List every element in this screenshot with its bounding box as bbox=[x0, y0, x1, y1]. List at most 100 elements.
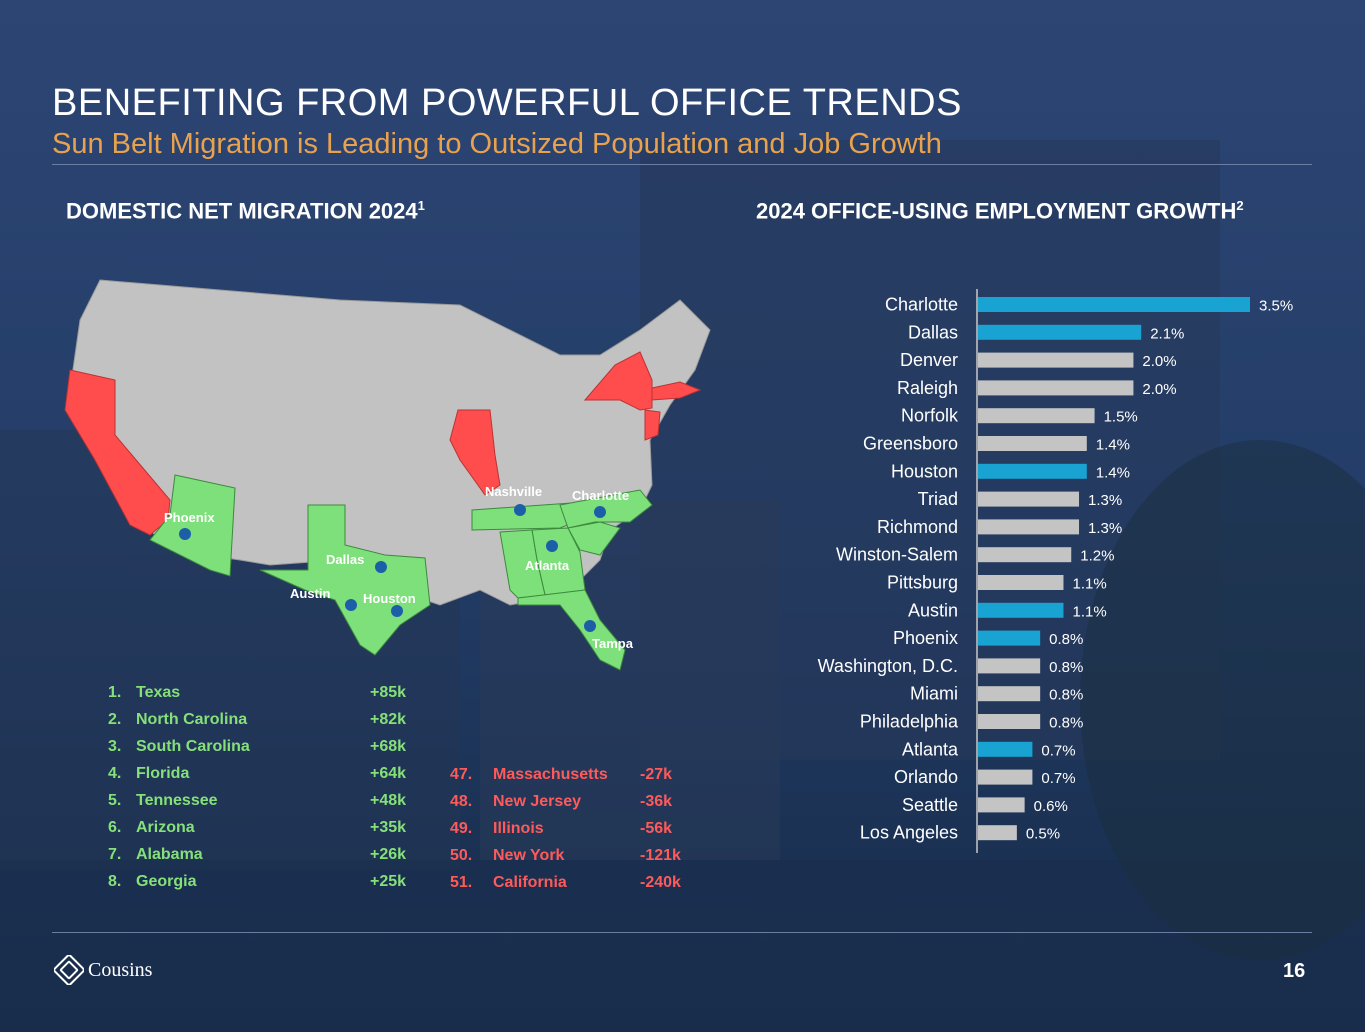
bar-pittsburg bbox=[978, 575, 1064, 590]
city-marker-icon bbox=[594, 506, 606, 518]
bar-seattle bbox=[978, 797, 1025, 813]
map-city-atlanta: Atlanta bbox=[525, 540, 570, 573]
map-state-california bbox=[64, 369, 171, 536]
page-title: BENEFITING FROM POWERFUL OFFICE TRENDS bbox=[52, 82, 962, 124]
city-label-nashville: Nashville bbox=[485, 484, 542, 499]
city-label-phoenix: Phoenix bbox=[164, 510, 215, 525]
bar-value-label: 1.4% bbox=[1096, 437, 1130, 454]
page-subtitle: Sun Belt Migration is Leading to Outsize… bbox=[52, 128, 942, 160]
bar-los-angeles bbox=[978, 825, 1017, 841]
bar-category-label: Winston-Salem bbox=[836, 545, 958, 565]
cousins-logo-icon bbox=[54, 955, 84, 985]
gainer-value: +82k bbox=[370, 711, 407, 728]
bar-category-label: Miami bbox=[910, 684, 958, 704]
map-city-nashville: Nashville bbox=[485, 484, 542, 516]
gainer-state: Georgia bbox=[136, 873, 197, 890]
gainer-rank: 8. bbox=[108, 873, 122, 890]
city-label-houston: Houston bbox=[363, 591, 416, 606]
bar-category-label: Phoenix bbox=[893, 628, 958, 648]
footer-divider bbox=[52, 932, 1312, 933]
bar-category-label: Houston bbox=[891, 461, 958, 481]
gainer-value: +68k bbox=[370, 738, 407, 755]
map-state-new-jersey bbox=[644, 409, 661, 441]
bar-value-label: 0.8% bbox=[1049, 659, 1083, 676]
gainer-rank: 4. bbox=[108, 765, 122, 782]
map-city-dallas: Dallas bbox=[326, 552, 387, 573]
bar-washington-d-c- bbox=[978, 658, 1041, 674]
bar-value-label: 1.1% bbox=[1072, 603, 1106, 620]
bar-norfolk bbox=[978, 408, 1095, 424]
gainer-rank: 3. bbox=[108, 738, 122, 755]
bar-greensboro bbox=[978, 436, 1087, 451]
employment-growth-bar-chart: Charlotte 3.5% Dallas 2.1% Denver 2.0% Raleigh… bbox=[818, 289, 1293, 853]
city-label-dallas: Dallas bbox=[326, 552, 364, 567]
bar-austin bbox=[978, 602, 1064, 618]
loser-state: New York bbox=[493, 847, 565, 864]
bar-category-label: Norfolk bbox=[901, 406, 959, 426]
city-label-austin: Austin bbox=[290, 586, 331, 601]
gainer-state: Texas bbox=[136, 684, 181, 701]
bar-category-label: Dallas bbox=[908, 322, 958, 342]
header-divider bbox=[52, 164, 1312, 165]
gainer-value: +26k bbox=[370, 846, 407, 863]
map-state-florida bbox=[517, 589, 626, 671]
gainer-rank: 6. bbox=[108, 819, 122, 836]
bar-value-label: 0.8% bbox=[1049, 631, 1083, 648]
bar-value-label: 3.5% bbox=[1259, 298, 1293, 315]
map-city-austin: Austin bbox=[290, 586, 357, 611]
gainer-state: North Carolina bbox=[136, 711, 248, 728]
employment-section-title: 2024 OFFICE-USING EMPLOYMENT GROWTH2 bbox=[756, 198, 1244, 224]
bar-category-label: Seattle bbox=[902, 795, 958, 815]
gainer-state: Alabama bbox=[136, 846, 203, 863]
gainer-state: Arizona bbox=[136, 819, 195, 836]
bar-houston bbox=[978, 463, 1087, 479]
bar-value-label: 1.3% bbox=[1088, 492, 1122, 509]
footnote-marker-1: 1 bbox=[417, 198, 425, 213]
bar-value-label: 0.8% bbox=[1049, 715, 1083, 732]
bar-category-label: Philadelphia bbox=[860, 712, 959, 732]
bar-value-label: 2.0% bbox=[1142, 381, 1176, 398]
bar-category-label: Austin bbox=[908, 600, 958, 620]
bar-winston-salem bbox=[978, 547, 1072, 563]
bar-category-label: Pittsburg bbox=[887, 573, 958, 593]
loser-rank: 47. bbox=[450, 766, 473, 783]
gainer-rank: 5. bbox=[108, 792, 122, 809]
company-logo: Cousins bbox=[54, 955, 152, 985]
loser-state: California bbox=[493, 874, 567, 891]
bar-denver bbox=[978, 352, 1134, 368]
footnote-marker-2: 2 bbox=[1236, 198, 1244, 213]
city-marker-icon bbox=[375, 561, 387, 573]
loser-rank: 49. bbox=[450, 820, 473, 837]
bar-value-label: 1.5% bbox=[1104, 409, 1138, 426]
gainer-rank: 1. bbox=[108, 684, 122, 701]
map-state-arizona bbox=[149, 474, 236, 577]
migration-section-title: DOMESTIC NET MIGRATION 20241 bbox=[66, 198, 425, 224]
gainer-rank: 2. bbox=[108, 711, 122, 728]
bar-category-label: Charlotte bbox=[885, 295, 958, 315]
loser-rank: 48. bbox=[450, 793, 473, 810]
page-number: 16 bbox=[1283, 960, 1306, 982]
gainer-state: Tennessee bbox=[136, 792, 218, 809]
bar-value-label: 0.6% bbox=[1034, 798, 1068, 815]
bar-value-label: 0.8% bbox=[1049, 687, 1083, 704]
bar-triad bbox=[978, 491, 1080, 507]
bar-category-label: Orlando bbox=[894, 767, 958, 787]
bar-value-label: 2.1% bbox=[1150, 325, 1184, 342]
city-marker-icon bbox=[514, 504, 526, 516]
bar-miami bbox=[978, 686, 1041, 702]
gainer-value: +25k bbox=[370, 873, 407, 890]
bar-value-label: 2.0% bbox=[1142, 353, 1176, 370]
map-state-massachusetts bbox=[651, 381, 702, 401]
city-label-atlanta: Atlanta bbox=[525, 558, 570, 573]
loser-state: Massachusetts bbox=[493, 766, 608, 783]
city-label-charlotte: Charlotte bbox=[572, 488, 629, 503]
bar-raleigh bbox=[978, 380, 1134, 396]
bar-category-label: Atlanta bbox=[902, 739, 959, 759]
bar-atlanta bbox=[978, 741, 1033, 757]
bar-richmond bbox=[978, 519, 1080, 535]
bar-category-label: Richmond bbox=[877, 517, 958, 537]
bar-orlando bbox=[978, 769, 1033, 785]
bar-value-label: 1.3% bbox=[1088, 520, 1122, 537]
loser-value: -27k bbox=[640, 766, 673, 783]
city-marker-icon bbox=[345, 599, 357, 611]
